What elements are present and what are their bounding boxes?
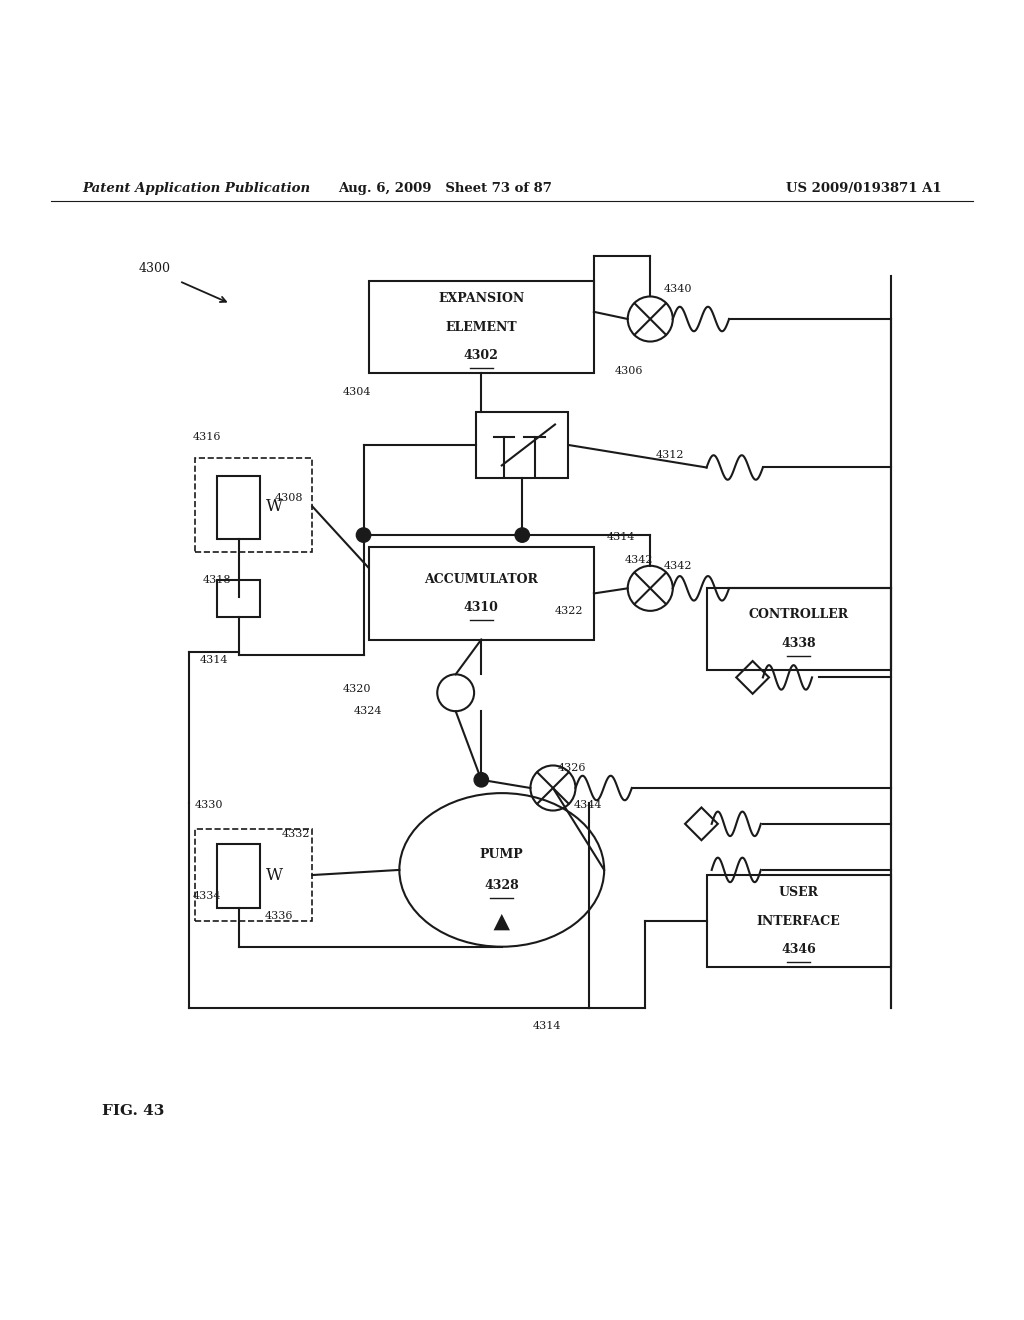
Bar (476, 412, 568, 478)
Bar (195, 829, 312, 921)
Text: INTERFACE: INTERFACE (757, 915, 841, 928)
Text: 4342: 4342 (664, 561, 692, 570)
Text: 4338: 4338 (781, 638, 816, 651)
Bar (707, 589, 891, 671)
Text: USER: USER (778, 886, 819, 899)
Text: 4302: 4302 (464, 350, 499, 363)
Text: FIG. 43: FIG. 43 (102, 1104, 165, 1118)
Text: 4334: 4334 (193, 891, 221, 900)
Text: ELEMENT: ELEMENT (445, 321, 517, 334)
Bar (707, 875, 891, 968)
Text: US 2009/0193871 A1: US 2009/0193871 A1 (786, 182, 942, 195)
Text: 4316: 4316 (193, 432, 221, 442)
Text: Patent Application Publication: Patent Application Publication (82, 182, 310, 195)
Bar (217, 475, 260, 539)
Text: 4342: 4342 (625, 554, 653, 565)
Text: 4310: 4310 (464, 602, 499, 614)
Circle shape (515, 528, 529, 543)
Text: 4332: 4332 (282, 829, 310, 840)
Text: 4346: 4346 (781, 944, 816, 956)
Polygon shape (494, 913, 510, 931)
Text: W: W (266, 866, 284, 883)
Text: 4336: 4336 (264, 911, 293, 921)
Text: 4328: 4328 (484, 879, 519, 892)
Text: 4314: 4314 (606, 532, 635, 543)
Bar (369, 548, 594, 639)
Circle shape (474, 772, 488, 787)
Circle shape (356, 528, 371, 543)
Bar (195, 458, 312, 553)
Text: 4322: 4322 (555, 606, 584, 616)
Text: 4344: 4344 (573, 800, 602, 810)
Text: 4330: 4330 (195, 800, 223, 810)
Text: 4308: 4308 (274, 494, 303, 503)
Text: 4304: 4304 (343, 387, 372, 397)
Text: ACCUMULATOR: ACCUMULATOR (424, 573, 539, 586)
Text: 4314: 4314 (200, 655, 228, 665)
Text: 4324: 4324 (353, 706, 382, 717)
Text: CONTROLLER: CONTROLLER (749, 609, 849, 622)
Text: 4326: 4326 (558, 763, 587, 772)
Text: 4318: 4318 (203, 576, 231, 585)
Text: PUMP: PUMP (480, 847, 523, 861)
Text: 4300: 4300 (138, 263, 170, 276)
Text: EXPANSION: EXPANSION (438, 292, 524, 305)
Bar (369, 281, 594, 374)
Text: 4314: 4314 (532, 1020, 561, 1031)
Text: 4320: 4320 (343, 684, 372, 694)
Text: 4340: 4340 (664, 284, 692, 294)
Bar (217, 845, 260, 908)
Text: 4306: 4306 (614, 366, 643, 376)
Text: Aug. 6, 2009   Sheet 73 of 87: Aug. 6, 2009 Sheet 73 of 87 (339, 182, 552, 195)
Text: W: W (266, 498, 284, 515)
Text: 4312: 4312 (655, 450, 684, 461)
Bar (217, 579, 260, 616)
